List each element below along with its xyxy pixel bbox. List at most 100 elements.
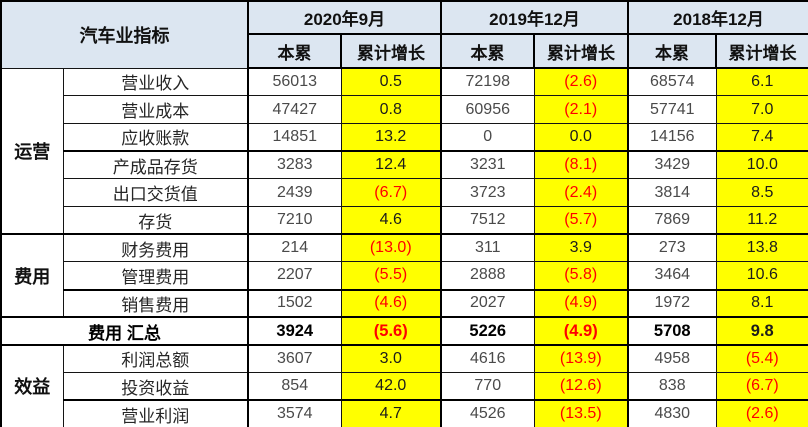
value-cell: 14851: [247, 122, 342, 153]
value-cell: 3814: [627, 178, 717, 207]
row-label: 财务费用: [62, 233, 249, 263]
table-title: 汽车业指标: [0, 0, 249, 69]
value-cell: 68574: [627, 67, 717, 97]
value-cell: 14156: [627, 122, 717, 153]
growth-cell: 42.0: [340, 372, 442, 402]
growth-cell: 8.5: [715, 178, 808, 207]
value-cell: 3574: [247, 399, 342, 427]
value-cell: 4958: [627, 344, 717, 374]
growth-cell: (2.4): [533, 178, 629, 207]
table-row: 销售费用 1502 (4.6) 2027 (4.9) 1972 8.1: [1, 289, 808, 319]
row-label: 产成品存货: [62, 150, 249, 180]
col-header-cumulative-growth: 累计增长: [532, 33, 629, 69]
col-header-cumulative-growth: 累计增长: [715, 33, 808, 69]
value-cell: 72198: [440, 67, 535, 97]
table-row: 运营 营业收入 56013 0.5 72198 (2.6) 68574 6.1: [0, 67, 808, 236]
row-label: 营业收入: [62, 67, 249, 97]
growth-cell: (2.1): [533, 95, 629, 124]
value-cell: 56013: [247, 67, 342, 97]
growth-cell: 4.6: [340, 205, 442, 236]
growth-cell: (5.8): [533, 261, 629, 291]
value-cell: 5226: [440, 316, 535, 346]
value-cell: 2027: [440, 289, 535, 319]
value-cell: 2888: [440, 261, 535, 291]
value-cell: 1502: [247, 289, 342, 319]
value-cell: 770: [440, 372, 535, 402]
growth-cell: (5.7): [533, 205, 629, 236]
value-cell: 47427: [247, 95, 342, 124]
growth-cell: 4.7: [340, 399, 442, 427]
row-group-label: 费用: [0, 233, 64, 319]
col-group-2019-12: 2019年12月: [439, 0, 629, 35]
growth-cell: 6.1: [715, 67, 808, 97]
value-cell: 7210: [247, 205, 342, 236]
table-row: 管理费用 2207 (5.5) 2888 (5.8) 3464 10.6: [1, 261, 808, 291]
growth-cell: 10.0: [715, 150, 808, 180]
col-header-cumulative: 本累: [440, 33, 535, 69]
value-cell: 2439: [247, 178, 342, 207]
row-label: 利润总额: [62, 344, 249, 374]
value-cell: 57741: [627, 95, 717, 124]
growth-cell: (6.7): [715, 372, 808, 402]
value-cell: 214: [247, 233, 342, 263]
growth-cell: 3.9: [533, 233, 629, 263]
growth-cell: (5.6): [340, 316, 442, 346]
growth-cell: (13.0): [340, 233, 442, 263]
value-cell: 3723: [440, 178, 535, 207]
table-row: 存货 7210 4.6 7512 (5.7) 7869 11.2: [1, 205, 808, 236]
value-cell: 4526: [440, 399, 535, 427]
value-cell: 3231: [440, 150, 535, 180]
value-cell: 4830: [627, 399, 717, 427]
growth-cell: (4.9): [533, 289, 629, 319]
growth-cell: 0.0: [533, 122, 629, 153]
value-cell: 1972: [627, 289, 717, 319]
table-row: 费用 财务费用 214 (13.0) 311 3.9 273 13.8: [0, 233, 808, 319]
growth-cell: 8.1: [715, 289, 808, 319]
col-group-2020-09: 2020年9月: [247, 0, 442, 35]
value-cell: 7512: [440, 205, 535, 236]
row-label: 管理费用: [62, 261, 249, 291]
growth-cell: 10.6: [715, 261, 808, 291]
row-group-label: 效益: [0, 344, 64, 427]
row-group-label: 运营: [0, 67, 64, 236]
value-cell: 3429: [627, 150, 717, 180]
table-row: 出口交货值 2439 (6.7) 3723 (2.4) 3814 8.5: [1, 178, 808, 207]
growth-cell: 7.4: [715, 122, 808, 153]
growth-cell: 13.8: [715, 233, 808, 263]
growth-cell: (8.1): [533, 150, 629, 180]
col-header-cumulative: 本累: [247, 33, 342, 69]
value-cell: 2207: [247, 261, 342, 291]
value-cell: 3607: [247, 344, 342, 374]
table-row: 营业成本 47427 0.8 60956 (2.1) 57741 7.0: [1, 95, 808, 124]
growth-cell: 9.8: [715, 316, 808, 346]
table-row: 投资收益 854 42.0 770 (12.6) 838 (6.7): [1, 372, 808, 402]
growth-cell: (2.6): [533, 67, 629, 97]
growth-cell: 3.0: [340, 344, 442, 374]
growth-cell: 11.2: [715, 205, 808, 236]
growth-cell: 13.2: [340, 122, 442, 153]
col-header-cumulative-growth: 累计增长: [340, 33, 442, 69]
col-header-cumulative: 本累: [627, 33, 717, 69]
growth-cell: (5.5): [340, 261, 442, 291]
value-cell: 838: [627, 372, 717, 402]
table-row: 产成品存货 3283 12.4 3231 (8.1) 3429 10.0: [1, 150, 808, 180]
value-cell: 60956: [440, 95, 535, 124]
row-label: 应收账款: [62, 122, 249, 153]
growth-cell: 0.5: [340, 67, 442, 97]
row-label: 投资收益: [62, 372, 249, 402]
growth-cell: (2.6): [715, 399, 808, 427]
value-cell: 4616: [440, 344, 535, 374]
summary-row-label: 费用 汇总: [0, 316, 249, 346]
growth-cell: (13.5): [533, 399, 629, 427]
row-label: 出口交货值: [62, 178, 249, 207]
value-cell: 0: [440, 122, 535, 153]
table-row: 效益 利润总额 3607 3.0 4616 (13.9) 4958 (5.4): [0, 344, 808, 427]
row-label: 营业成本: [62, 95, 249, 124]
growth-cell: 12.4: [340, 150, 442, 180]
summary-row: 费用 汇总 3924 (5.6) 5226 (4.9) 5708 9.8: [0, 316, 808, 346]
table-row: 营业利润 3574 4.7 4526 (13.5) 4830 (2.6): [1, 399, 808, 427]
row-label: 存货: [62, 205, 249, 236]
growth-cell: (12.6): [533, 372, 629, 402]
